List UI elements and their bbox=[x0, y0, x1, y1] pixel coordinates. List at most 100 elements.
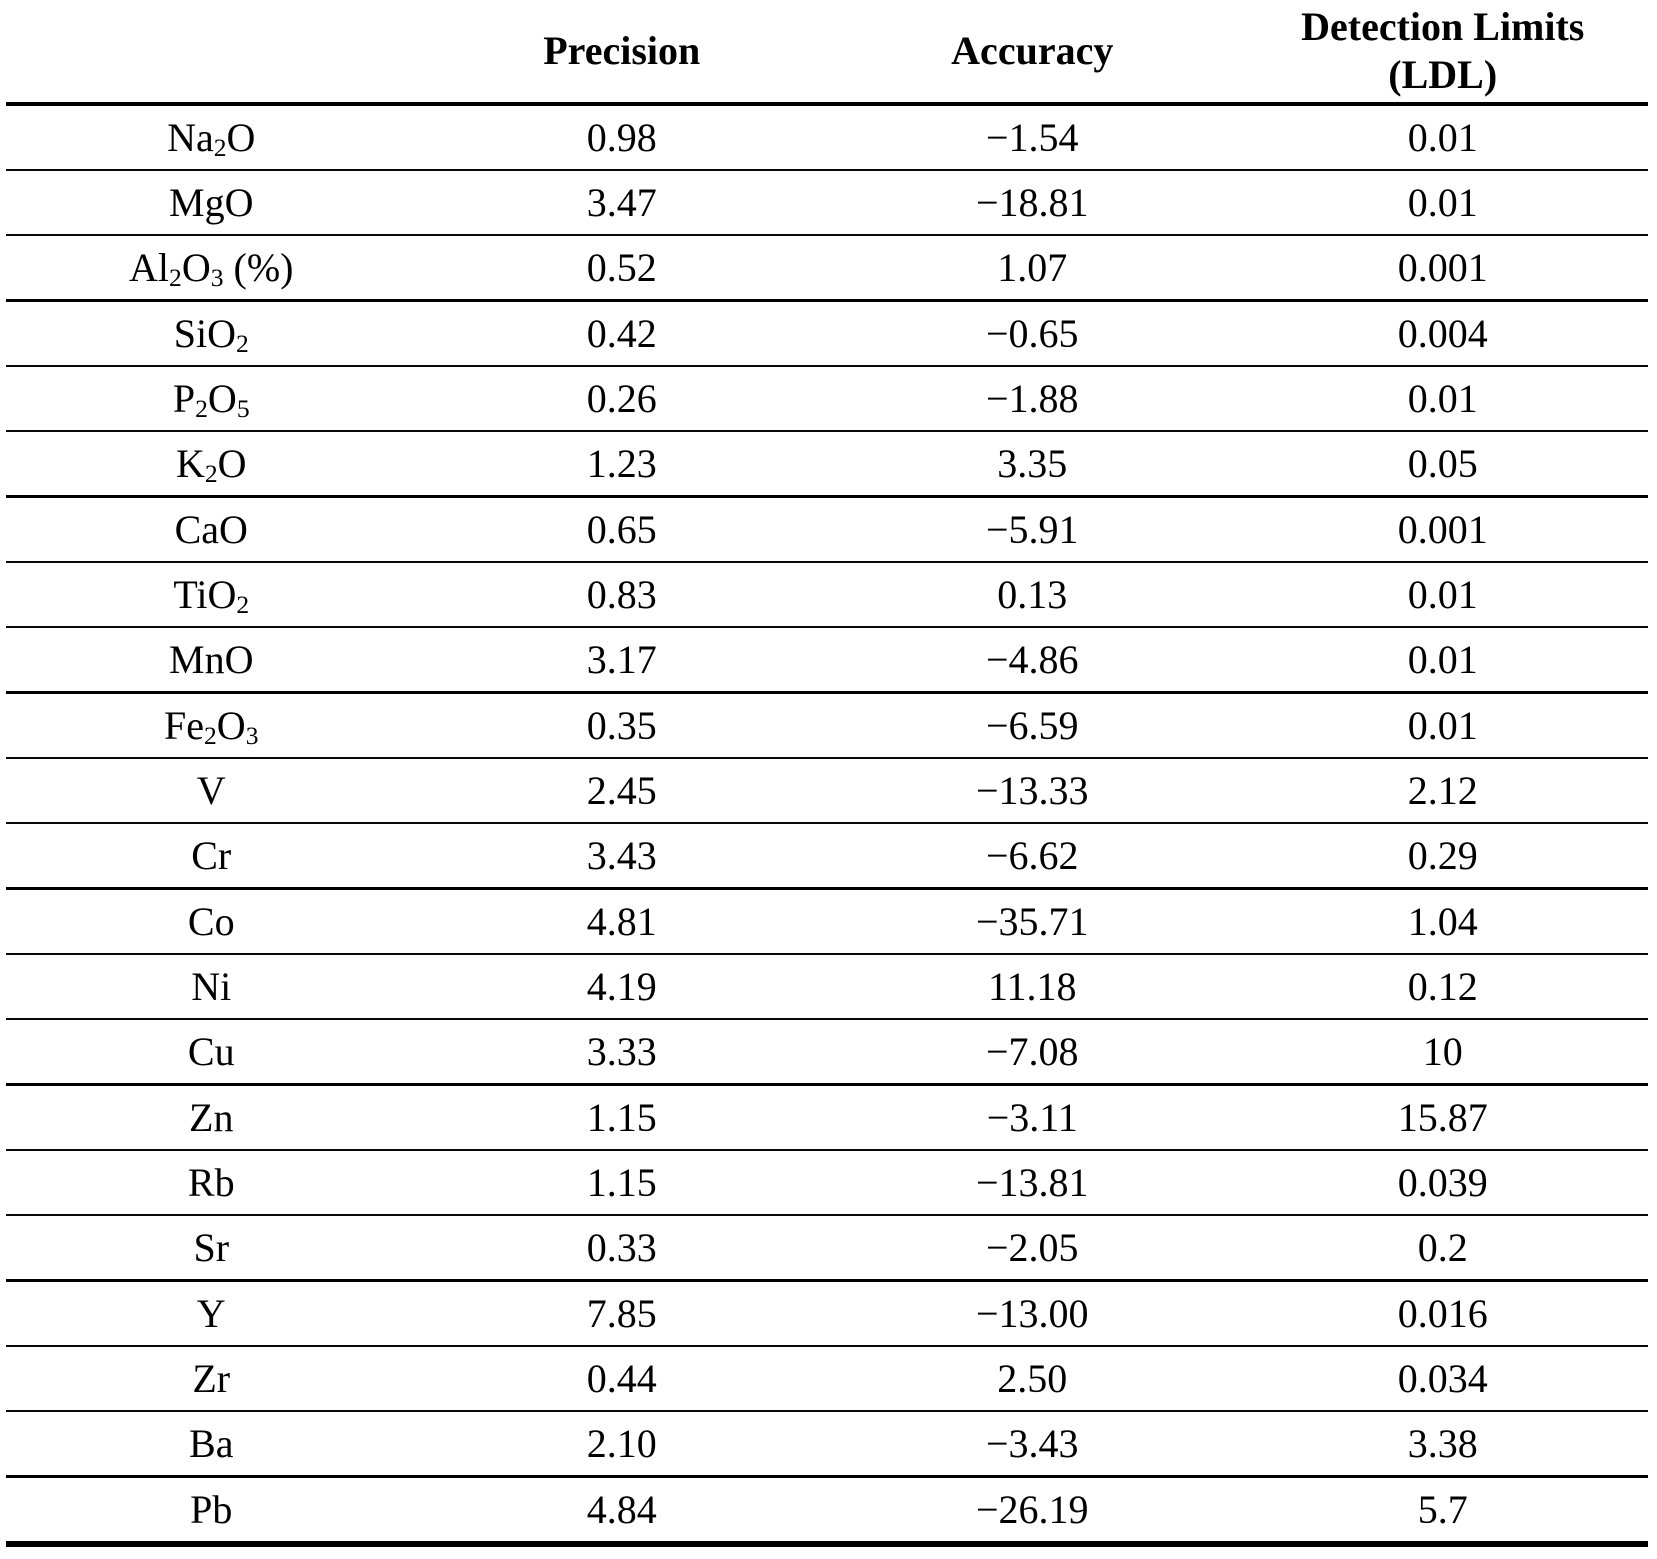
precision-cell: 4.81 bbox=[416, 888, 827, 955]
detection-limits-line2: (LDL) bbox=[1388, 52, 1498, 97]
accuracy-cell: −1.54 bbox=[827, 104, 1238, 171]
col-header-precision: Precision bbox=[416, 0, 827, 106]
accuracy-cell: −13.33 bbox=[827, 758, 1238, 824]
compound-cell: MnO bbox=[6, 627, 417, 694]
ldl-cell: 0.039 bbox=[1237, 1150, 1648, 1216]
precision-cell: 3.33 bbox=[416, 1019, 827, 1086]
accuracy-cell: 11.18 bbox=[827, 954, 1238, 1020]
accuracy-cell: −7.08 bbox=[827, 1019, 1238, 1086]
precision-cell: 3.47 bbox=[416, 170, 827, 236]
table-row: Co 4.81 −35.71 1.04 bbox=[6, 888, 1648, 955]
precision-cell: 0.52 bbox=[416, 235, 827, 302]
table-header: Precision Accuracy Detection Limits (LDL) bbox=[6, 0, 1648, 106]
accuracy-cell: −13.00 bbox=[827, 1280, 1238, 1347]
table-row: Ni 4.19 11.18 0.12 bbox=[6, 954, 1648, 1020]
ldl-cell: 0.01 bbox=[1237, 692, 1648, 759]
accuracy-cell: −4.86 bbox=[827, 627, 1238, 694]
precision-cell: 0.98 bbox=[416, 104, 827, 171]
accuracy-cell: −3.11 bbox=[827, 1084, 1238, 1151]
accuracy-cell: −35.71 bbox=[827, 888, 1238, 955]
table-row: Rb 1.15 −13.81 0.039 bbox=[6, 1150, 1648, 1216]
table-row: Cr 3.43 −6.62 0.29 bbox=[6, 823, 1648, 890]
ldl-cell: 10 bbox=[1237, 1019, 1648, 1086]
accuracy-cell: −1.88 bbox=[827, 366, 1238, 432]
compound-cell: P2O5 bbox=[6, 366, 417, 432]
precision-cell: 2.10 bbox=[416, 1411, 827, 1478]
precision-cell: 4.84 bbox=[416, 1476, 827, 1547]
ldl-cell: 0.01 bbox=[1237, 104, 1648, 171]
table-row: Pb 4.84 −26.19 5.7 bbox=[6, 1476, 1648, 1547]
compound-cell: V bbox=[6, 758, 417, 824]
table-row: MnO 3.17 −4.86 0.01 bbox=[6, 627, 1648, 694]
precision-cell: 0.42 bbox=[416, 300, 827, 367]
accuracy-cell: −13.81 bbox=[827, 1150, 1238, 1216]
compound-cell: Co bbox=[6, 888, 417, 955]
compound-cell: Sr bbox=[6, 1215, 417, 1282]
header-row: Precision Accuracy Detection Limits (LDL) bbox=[6, 0, 1648, 106]
table-body: Na2O 0.98 −1.54 0.01 MgO 3.47 −18.81 0.0… bbox=[6, 104, 1648, 1547]
precision-cell: 7.85 bbox=[416, 1280, 827, 1347]
table-row: SiO2 0.42 −0.65 0.004 bbox=[6, 300, 1648, 367]
table-row: Ba 2.10 −3.43 3.38 bbox=[6, 1411, 1648, 1478]
precision-cell: 0.83 bbox=[416, 562, 827, 628]
compound-cell: Cr bbox=[6, 823, 417, 890]
precision-cell: 0.33 bbox=[416, 1215, 827, 1282]
ldl-cell: 0.01 bbox=[1237, 170, 1648, 236]
ldl-cell: 0.12 bbox=[1237, 954, 1648, 1020]
ldl-cell: 0.034 bbox=[1237, 1346, 1648, 1412]
table-row: Zr 0.44 2.50 0.034 bbox=[6, 1346, 1648, 1412]
ldl-cell: 0.016 bbox=[1237, 1280, 1648, 1347]
ldl-cell: 0.2 bbox=[1237, 1215, 1648, 1282]
ldl-cell: 0.05 bbox=[1237, 431, 1648, 498]
precision-cell: 1.15 bbox=[416, 1150, 827, 1216]
precision-cell: 0.35 bbox=[416, 692, 827, 759]
table-row: Sr 0.33 −2.05 0.2 bbox=[6, 1215, 1648, 1282]
accuracy-cell: −2.05 bbox=[827, 1215, 1238, 1282]
table-row: Fe2O3 0.35 −6.59 0.01 bbox=[6, 692, 1648, 759]
table-row: K2O 1.23 3.35 0.05 bbox=[6, 431, 1648, 498]
ldl-cell: 0.01 bbox=[1237, 562, 1648, 628]
accuracy-cell: −0.65 bbox=[827, 300, 1238, 367]
col-header-compound bbox=[6, 0, 417, 106]
accuracy-cell: 0.13 bbox=[827, 562, 1238, 628]
accuracy-cell: −26.19 bbox=[827, 1476, 1238, 1547]
table-row: Zn 1.15 −3.11 15.87 bbox=[6, 1084, 1648, 1151]
compound-cell: Zr bbox=[6, 1346, 417, 1412]
accuracy-cell: 1.07 bbox=[827, 235, 1238, 302]
compound-cell: CaO bbox=[6, 496, 417, 563]
precision-cell: 4.19 bbox=[416, 954, 827, 1020]
table-row: MgO 3.47 −18.81 0.01 bbox=[6, 170, 1648, 236]
compound-cell: SiO2 bbox=[6, 300, 417, 367]
compound-cell: Pb bbox=[6, 1476, 417, 1547]
compound-cell: Y bbox=[6, 1280, 417, 1347]
precision-cell: 0.65 bbox=[416, 496, 827, 563]
compound-cell: Rb bbox=[6, 1150, 417, 1216]
ldl-cell: 3.38 bbox=[1237, 1411, 1648, 1478]
ldl-cell: 0.004 bbox=[1237, 300, 1648, 367]
ldl-cell: 1.04 bbox=[1237, 888, 1648, 955]
accuracy-cell: −3.43 bbox=[827, 1411, 1238, 1478]
compound-cell: TiO2 bbox=[6, 562, 417, 628]
ldl-cell: 0.01 bbox=[1237, 627, 1648, 694]
compound-cell: Ba bbox=[6, 1411, 417, 1478]
ldl-cell: 0.01 bbox=[1237, 366, 1648, 432]
precision-cell: 3.17 bbox=[416, 627, 827, 694]
compound-cell: Zn bbox=[6, 1084, 417, 1151]
accuracy-cell: −5.91 bbox=[827, 496, 1238, 563]
accuracy-cell: −6.62 bbox=[827, 823, 1238, 890]
ldl-cell: 0.001 bbox=[1237, 235, 1648, 302]
table-row: TiO2 0.83 0.13 0.01 bbox=[6, 562, 1648, 628]
col-header-detection-limits: Detection Limits (LDL) bbox=[1237, 0, 1648, 106]
ldl-cell: 15.87 bbox=[1237, 1084, 1648, 1151]
precision-cell: 3.43 bbox=[416, 823, 827, 890]
precision-cell: 1.15 bbox=[416, 1084, 827, 1151]
table-row: Cu 3.33 −7.08 10 bbox=[6, 1019, 1648, 1086]
precision-cell: 0.44 bbox=[416, 1346, 827, 1412]
compound-cell: MgO bbox=[6, 170, 417, 236]
precision-accuracy-ldl-table: Precision Accuracy Detection Limits (LDL)… bbox=[6, 0, 1648, 1547]
compound-cell: K2O bbox=[6, 431, 417, 498]
compound-cell: Ni bbox=[6, 954, 417, 1020]
compound-cell: Na2O bbox=[6, 104, 417, 171]
accuracy-cell: 2.50 bbox=[827, 1346, 1238, 1412]
col-header-accuracy: Accuracy bbox=[827, 0, 1238, 106]
